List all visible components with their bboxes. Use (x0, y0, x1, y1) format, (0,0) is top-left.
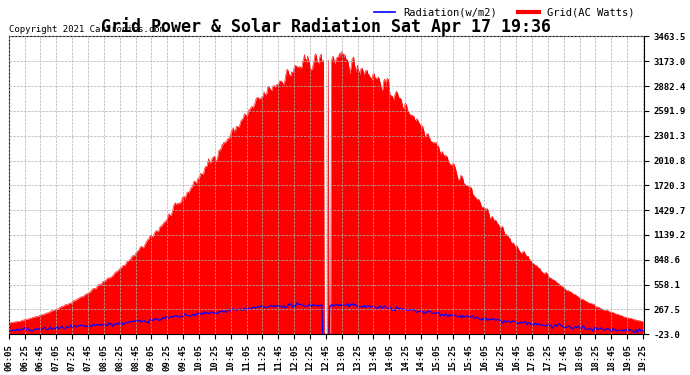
Legend: Radiation(w/m2), Grid(AC Watts): Radiation(w/m2), Grid(AC Watts) (370, 3, 639, 21)
Title: Grid Power & Solar Radiation Sat Apr 17 19:36: Grid Power & Solar Radiation Sat Apr 17 … (101, 17, 551, 36)
Text: Copyright 2021 Cartronics.com: Copyright 2021 Cartronics.com (9, 24, 164, 33)
